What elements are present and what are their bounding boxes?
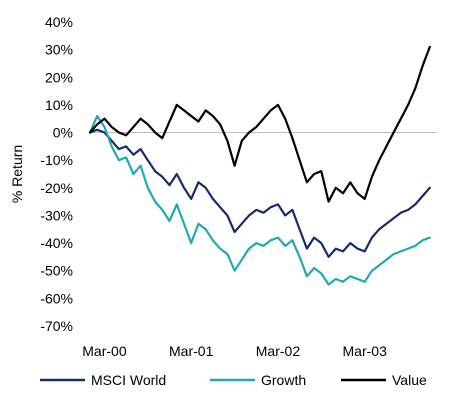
series-line-growth: [88, 114, 431, 286]
y-axis-tick-labels: 40% 30% 20% 10% 0% -10% -20% -30% -40% -50% -60% -7…: [40, 14, 73, 334]
x-axis-tick-labels: Mar-00 Mar-01 Mar-02 Mar-03: [82, 343, 387, 359]
x-tick-label: Mar-01: [169, 343, 214, 359]
y-tick-label: -60%: [40, 290, 73, 306]
y-axis-title: % Return: [9, 145, 25, 203]
y-tick-label: 20%: [45, 69, 73, 85]
y-tick-label: -50%: [40, 263, 73, 279]
legend-label-value: Value: [392, 372, 427, 388]
legend: MSCI World Growth Value: [40, 372, 427, 388]
x-tick-label: Mar-03: [343, 343, 388, 359]
legend-label-growth: Growth: [261, 372, 306, 388]
y-tick-label: -10%: [40, 152, 73, 168]
y-tick-label: -40%: [40, 235, 73, 251]
x-tick-label: Mar-00: [82, 343, 127, 359]
y-tick-label: 30%: [45, 42, 73, 58]
y-tick-label: -70%: [40, 318, 73, 334]
series-line-msci-world: [88, 128, 431, 258]
y-tick-label: 10%: [45, 97, 73, 113]
y-tick-label: 0%: [53, 125, 73, 141]
legend-label-msci-world: MSCI World: [91, 372, 166, 388]
series-line-value: [88, 45, 431, 203]
x-tick-label: Mar-02: [256, 343, 301, 359]
y-tick-label: -30%: [40, 207, 73, 223]
series-lines: [88, 45, 431, 286]
y-tick-label: -20%: [40, 180, 73, 196]
y-tick-label: 40%: [45, 14, 73, 30]
